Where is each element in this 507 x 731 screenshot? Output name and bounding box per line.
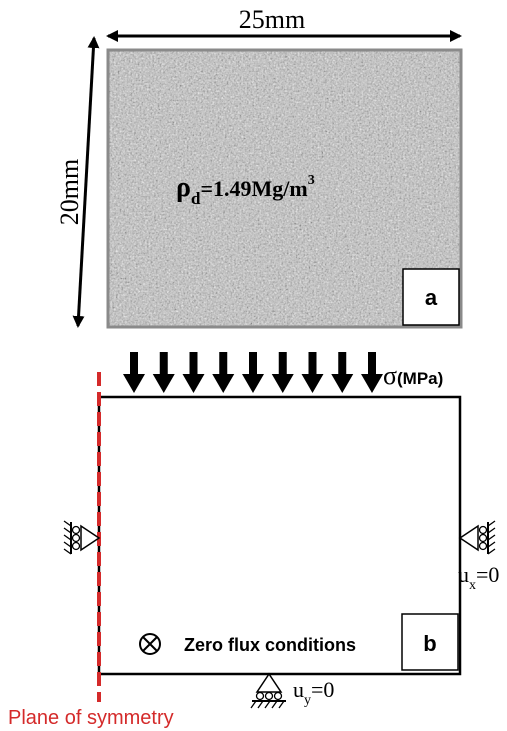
density-exponent: 3: [308, 173, 315, 188]
load-arrow-4: [212, 352, 235, 393]
panel-a: 25mm 20mm ρd=1.49Mg/m3 a: [55, 5, 463, 329]
load-arrow-1: [123, 352, 145, 393]
bottom-roller-support: [250, 672, 286, 709]
load-arrow-6: [271, 352, 294, 393]
load-arrow-3: [182, 352, 205, 393]
density-value: =1.49Mg/m: [200, 176, 307, 201]
ux-sub: x: [469, 578, 476, 593]
panel-a-label-box: [402, 268, 460, 326]
uy-condition: uy=0: [293, 677, 334, 708]
uy-main: u: [293, 677, 304, 702]
left-roller-support: [63, 520, 101, 555]
height-dimension-arrow: [72, 36, 100, 328]
soil-sample-border: [106, 48, 463, 329]
panel-b-label: b: [423, 631, 436, 656]
stress-symbol: σ: [383, 361, 397, 390]
width-label: 25mm: [239, 5, 305, 34]
ux-main: u: [458, 562, 469, 587]
flux-symbol-icon: [139, 633, 161, 655]
soil-sample-grain: [108, 50, 461, 327]
panel-b-label-box: [401, 613, 459, 671]
ux-condition: ux=0: [458, 562, 499, 593]
panel-b: σ(MPa): [8, 352, 499, 729]
height-label: 20mm: [55, 159, 84, 225]
load-arrow-5: [242, 352, 264, 393]
right-roller-support: [458, 520, 496, 555]
symmetry-label: Plane of symmetry: [8, 707, 174, 729]
load-arrow-8: [331, 352, 354, 393]
stress-label: σ(MPa): [383, 361, 443, 390]
stress-unit: (MPa): [397, 369, 443, 388]
panel-a-label: a: [425, 285, 438, 310]
density-subscript: d: [191, 189, 201, 208]
uy-sub: y: [304, 693, 311, 708]
density-label: ρd=1.49Mg/m3: [176, 172, 315, 208]
load-arrow-2: [152, 352, 175, 393]
load-arrow-9: [361, 352, 383, 393]
load-arrows: [123, 352, 383, 393]
ux-value: =0: [476, 562, 499, 587]
uy-value: =0: [311, 677, 334, 702]
flux-text: Zero flux conditions: [184, 635, 356, 655]
domain-boundary: [97, 395, 462, 676]
load-arrow-7: [301, 352, 324, 393]
density-symbol: ρ: [176, 172, 191, 203]
